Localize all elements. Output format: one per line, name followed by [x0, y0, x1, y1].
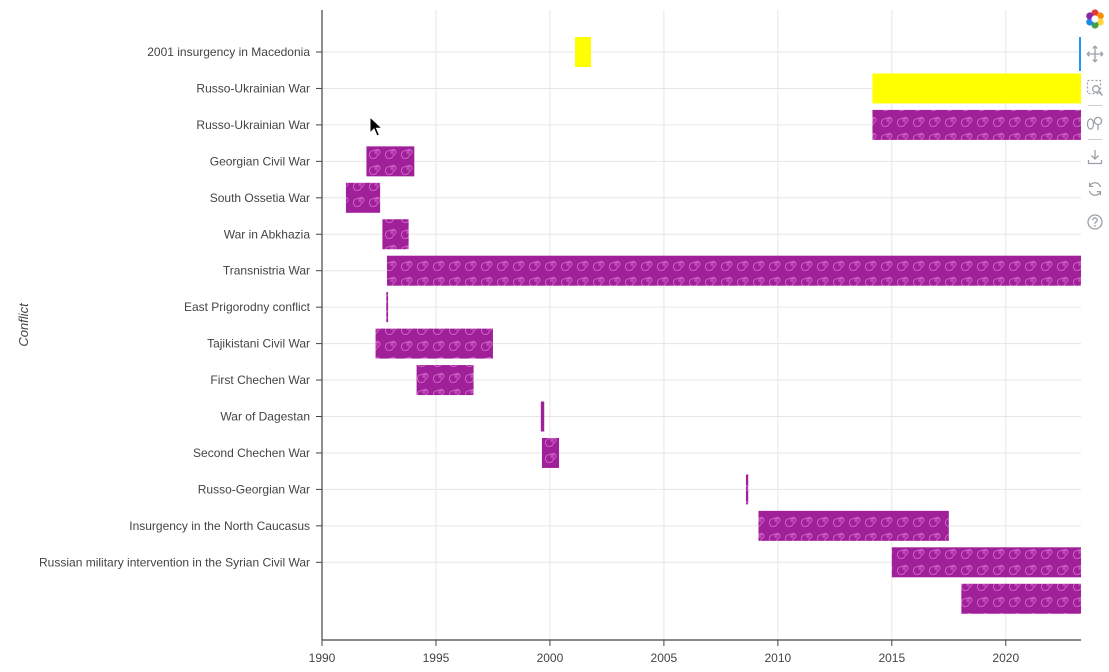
y-tick-label: East Prigorodny conflict: [184, 300, 311, 314]
conflict-bar[interactable]: [386, 292, 389, 323]
conflict-bar[interactable]: [961, 583, 1081, 614]
x-tick-label: 2010: [765, 651, 792, 665]
conflict-bar[interactable]: [375, 328, 493, 359]
conflict-bar[interactable]: [541, 437, 560, 468]
y-tick-label: War in Abkhazia: [224, 227, 311, 241]
y-axis-label: Conflict: [16, 302, 31, 347]
x-tick-label: 2020: [992, 651, 1019, 665]
y-tick-label: Russian military intervention in the Syr…: [39, 555, 310, 569]
conflict-bar[interactable]: [416, 365, 474, 396]
conflict-bar[interactable]: [575, 37, 591, 67]
x-tick-label: 2000: [537, 651, 564, 665]
y-tick-label: Russo-Georgian War: [198, 482, 310, 496]
box-zoom-icon[interactable]: [1082, 75, 1108, 101]
y-tick-label: First Chechen War: [210, 373, 310, 387]
y-tick-label: 2001 insurgency in Macedonia: [147, 45, 310, 59]
y-tick-label: Tajikistani Civil War: [207, 337, 310, 351]
chart-toolbar: [1079, 6, 1108, 246]
active-tool-indicator: [1079, 37, 1081, 71]
x-tick-label: 2015: [878, 651, 905, 665]
grid-lines: [321, 10, 1081, 640]
wheel-zoom-icon[interactable]: [1082, 110, 1108, 136]
y-tick-label: Russo-Ukrainian War: [196, 81, 310, 95]
mouse-pointer-icon: [369, 116, 384, 137]
toolbar-separator: [1088, 139, 1102, 140]
conflict-bar[interactable]: [366, 146, 415, 177]
toolbar-separator: [1088, 105, 1102, 106]
pan-icon[interactable]: [1082, 41, 1108, 67]
x-tick-label: 2005: [651, 651, 678, 665]
conflict-bar[interactable]: [872, 109, 1081, 140]
y-tick-label: Georgian Civil War: [210, 154, 310, 168]
conflict-bar[interactable]: [386, 255, 1081, 286]
conflict-bar[interactable]: [758, 510, 949, 541]
save-icon[interactable]: [1082, 144, 1108, 170]
conflict-bar[interactable]: [891, 547, 1081, 578]
reset-icon[interactable]: [1082, 176, 1108, 202]
conflict-bar[interactable]: [540, 401, 545, 432]
y-tick-label: South Ossetia War: [210, 191, 310, 205]
x-tick-label: 1995: [423, 651, 450, 665]
conflict-bar[interactable]: [872, 73, 1081, 104]
x-tick-label: 1990: [309, 651, 336, 665]
y-tick-label: Transnistria War: [223, 264, 310, 278]
help-icon[interactable]: [1082, 209, 1108, 235]
y-tick-label: Russo-Ukrainian War: [196, 118, 310, 132]
y-tick-label: Insurgency in the North Caucasus: [129, 519, 310, 533]
y-tick-label: War of Dagestan: [220, 410, 310, 424]
axes: 2001 insurgency in Macedonia Russo-Ukrain…: [39, 10, 1081, 665]
bars: [345, 37, 1081, 614]
conflict-bar[interactable]: [345, 182, 381, 213]
bokeh-logo-icon[interactable]: [1082, 6, 1108, 32]
conflict-bar[interactable]: [745, 474, 749, 505]
conflict-bar[interactable]: [382, 219, 409, 250]
y-tick-label: Second Chechen War: [193, 446, 310, 460]
